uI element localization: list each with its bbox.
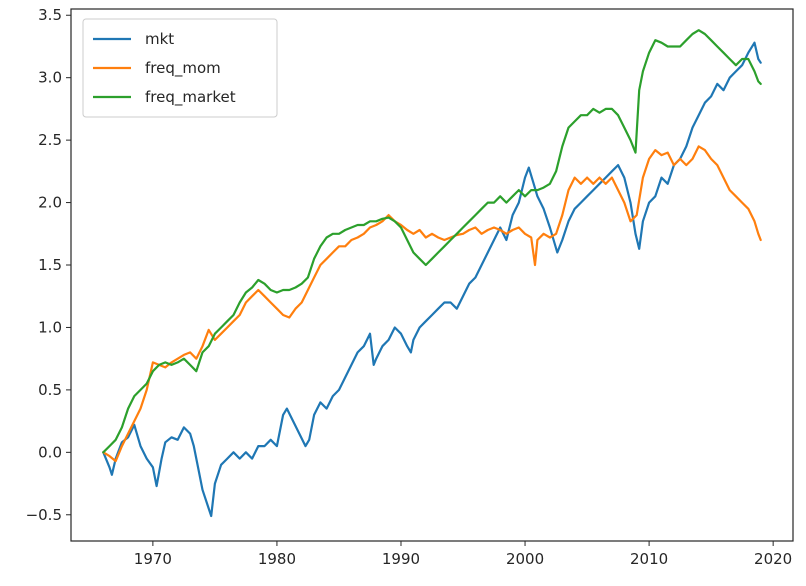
legend: mkt freq_mom freq_market xyxy=(82,18,278,118)
y-tick-label: 2.0 xyxy=(38,194,62,212)
x-axis: 1970 1980 1990 2000 2010 2020 xyxy=(134,541,792,568)
plot-frame xyxy=(70,8,794,542)
y-tick-label: 0.5 xyxy=(38,381,62,399)
x-tick-label: 1970 xyxy=(134,550,172,568)
x-tick-label: 2020 xyxy=(754,550,792,568)
y-tick-label: 1.0 xyxy=(38,318,62,336)
legend-box xyxy=(82,18,278,118)
y-axis: −0.5 0.0 0.5 1.0 1.5 2.0 2.5 3.0 3.5 xyxy=(26,6,71,524)
y-tick-label: 3.5 xyxy=(38,6,62,24)
legend-label-freq-mom: freq_mom xyxy=(145,59,221,78)
y-tick-label: 3.0 xyxy=(38,69,62,87)
series-line-freq-market xyxy=(102,29,762,454)
y-tick-label: 1.5 xyxy=(38,256,62,274)
series-line-mkt xyxy=(102,41,762,518)
legend-label-freq-market: freq_market xyxy=(145,88,236,107)
x-tick-label: 1980 xyxy=(258,550,296,568)
series-line-freq-mom xyxy=(102,145,762,463)
x-tick-label: 2010 xyxy=(630,550,668,568)
x-tick-label: 2000 xyxy=(506,550,544,568)
y-tick-label: 2.5 xyxy=(38,131,62,149)
y-tick-label: 0.0 xyxy=(38,443,62,461)
series-layer xyxy=(102,29,762,518)
y-tick-label: −0.5 xyxy=(26,506,62,524)
x-tick-label: 1990 xyxy=(382,550,420,568)
legend-label-mkt: mkt xyxy=(145,30,174,48)
